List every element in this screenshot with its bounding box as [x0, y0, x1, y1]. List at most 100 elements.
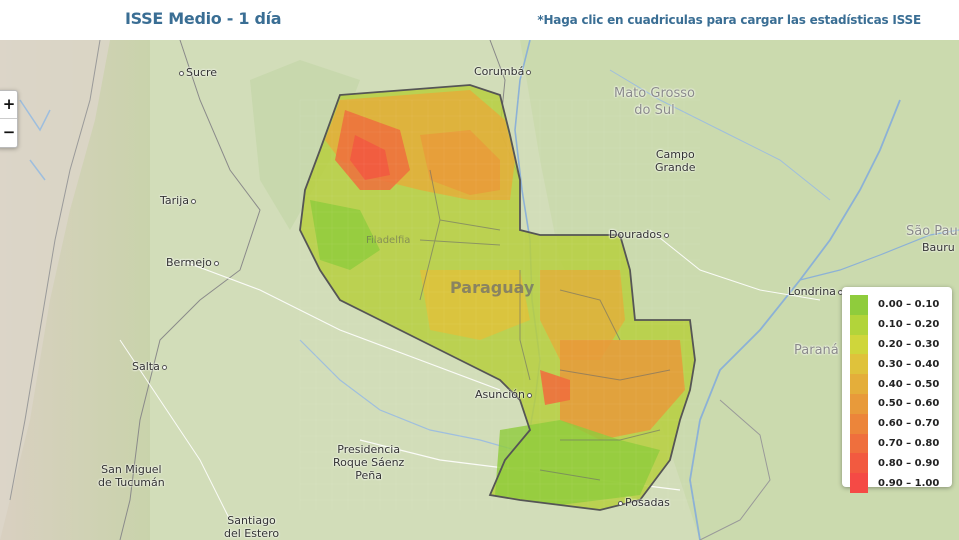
chile-border	[9, 40, 101, 501]
legend-swatch	[850, 295, 868, 315]
city-dot-icon	[191, 198, 197, 204]
city-dot-icon	[179, 70, 184, 76]
place-label: Corumbá	[474, 65, 525, 78]
place-saenz-pena: Presidencia Roque Sáenz Peña	[333, 443, 404, 482]
city-dot-icon	[527, 392, 533, 398]
country-label-paraguay: Paraguay	[450, 278, 534, 297]
place-label: Grande	[655, 161, 696, 174]
legend-row: 0.30 – 0.40	[850, 354, 952, 375]
city-dot-icon	[161, 364, 167, 370]
legend-row: 0.90 – 1.00	[850, 473, 952, 493]
place-label: do Sul	[634, 103, 675, 118]
legend-row: 0.60 – 0.70	[850, 413, 952, 434]
legend-range: 0.50 – 0.60	[878, 398, 940, 410]
place-dourados: Dourados	[609, 228, 671, 241]
place-label: de Tucumán	[98, 476, 165, 489]
place-label: Paraná	[794, 343, 839, 358]
grid-zone-east[interactable]	[540, 270, 625, 360]
legend-range: 0.30 – 0.40	[878, 358, 940, 370]
region-sao-paulo: São Pau	[906, 223, 958, 240]
city-dot-icon	[663, 232, 669, 238]
place-label: Filadelfia	[366, 235, 411, 246]
place-label: Campo	[655, 148, 695, 161]
grid-zone-max[interactable]	[350, 135, 390, 180]
legend-swatch	[850, 314, 868, 335]
place-salta: Salta	[132, 360, 169, 373]
place-label: Asunción	[475, 388, 526, 401]
place-label: Sucre	[186, 66, 218, 79]
grid-zone-northeast[interactable]	[420, 130, 500, 195]
region-parana: Paraná	[794, 342, 839, 359]
place-sucre: Sucre	[177, 66, 217, 79]
legend-swatch	[850, 453, 868, 474]
road-1	[179, 259, 501, 391]
region-mato-grosso: Mato Grosso do Sul	[614, 85, 695, 119]
place-filadelfia: Filadelfia	[366, 235, 410, 246]
place-label: Londrina	[788, 285, 836, 298]
legend-range: 0.10 – 0.20	[878, 319, 940, 331]
legend-range: 0.40 – 0.50	[878, 378, 940, 390]
place-label: Salta	[132, 360, 160, 373]
parana-river	[689, 99, 901, 540]
header-bar: ISSE Medio - 1 día *Haga clic en cuadric…	[0, 0, 959, 40]
city-dot-icon	[526, 69, 532, 75]
grid-zone-center[interactable]	[420, 270, 530, 340]
legend-swatch	[850, 433, 868, 454]
place-label: Dourados	[609, 228, 662, 241]
place-bauru: Bauru	[922, 241, 955, 254]
argentina-bolivia-border	[119, 40, 261, 540]
grid-zone-asuncion[interactable]	[540, 370, 570, 405]
legend-row: 0.00 – 0.10	[850, 295, 952, 315]
place-campo-grande: Campo Grande	[655, 148, 696, 174]
legend-swatch	[850, 354, 868, 375]
pantanal-terrain	[250, 60, 360, 230]
legend-range: 0.80 – 0.90	[878, 457, 940, 469]
mountain-shade	[0, 40, 110, 540]
place-londrina: Londrina	[788, 285, 845, 298]
place-tarija: Tarija	[160, 194, 198, 207]
legend-row: 0.50 – 0.60	[850, 393, 952, 414]
legend-range: 0.20 – 0.30	[878, 338, 940, 350]
zoom-out-button[interactable]: −	[0, 118, 17, 146]
place-label: Paraguay	[450, 278, 535, 297]
place-label: Presidencia	[337, 443, 401, 456]
tiete-river	[799, 229, 959, 281]
paraguay-border	[299, 84, 696, 511]
brazil-river	[609, 69, 831, 201]
legend-row: 0.40 – 0.50	[850, 374, 952, 394]
legend-range: 0.70 – 0.80	[878, 437, 940, 449]
road-4	[649, 229, 821, 301]
place-label: Mato Grosso	[614, 86, 695, 101]
road-3	[119, 339, 231, 521]
place-label: Posadas	[625, 496, 670, 509]
place-label: Bermejo	[166, 256, 212, 269]
page-title: ISSE Medio - 1 día	[125, 9, 282, 28]
bolivia-lakes	[19, 99, 51, 181]
misiones-border	[699, 399, 771, 540]
grid-zone-west[interactable]	[310, 200, 380, 270]
place-corumba: Corumbá	[474, 65, 533, 78]
grid-click-hint: *Haga clic en cuadriculas para cargar la…	[537, 13, 921, 27]
isse-legend: 0.00 – 0.10 0.10 – 0.20 0.20 – 0.30 0.30…	[842, 287, 952, 493]
legend-row: 0.20 – 0.30	[850, 334, 952, 355]
zoom-in-button[interactable]: +	[2, 95, 16, 113]
bermejo-river	[299, 339, 516, 451]
grid-zone-southeast[interactable]	[560, 340, 685, 440]
grid-lines-horizontal	[300, 99, 700, 501]
place-label: San Miguel	[101, 463, 162, 476]
place-label: Santiago	[227, 514, 276, 527]
grid-zone-south[interactable]	[495, 420, 660, 505]
city-dot-icon	[213, 260, 219, 266]
place-label: Tarija	[160, 194, 190, 207]
place-posadas: Posadas	[616, 496, 670, 509]
grid-lines-vertical	[299, 100, 685, 510]
place-bermejo: Bermejo	[166, 256, 221, 269]
place-santiago: Santiago del Estero	[224, 514, 279, 540]
legend-swatch	[850, 393, 868, 414]
map-view[interactable]: Sucre Corumbá Tarija Bermejo Filadelfia …	[0, 40, 959, 540]
place-label: Roque Sáenz	[333, 456, 405, 469]
legend-range: 0.60 – 0.70	[878, 418, 940, 430]
isse-grid-overlay[interactable]	[299, 84, 700, 511]
legend-swatch	[850, 334, 868, 355]
legend-swatch	[850, 473, 868, 493]
